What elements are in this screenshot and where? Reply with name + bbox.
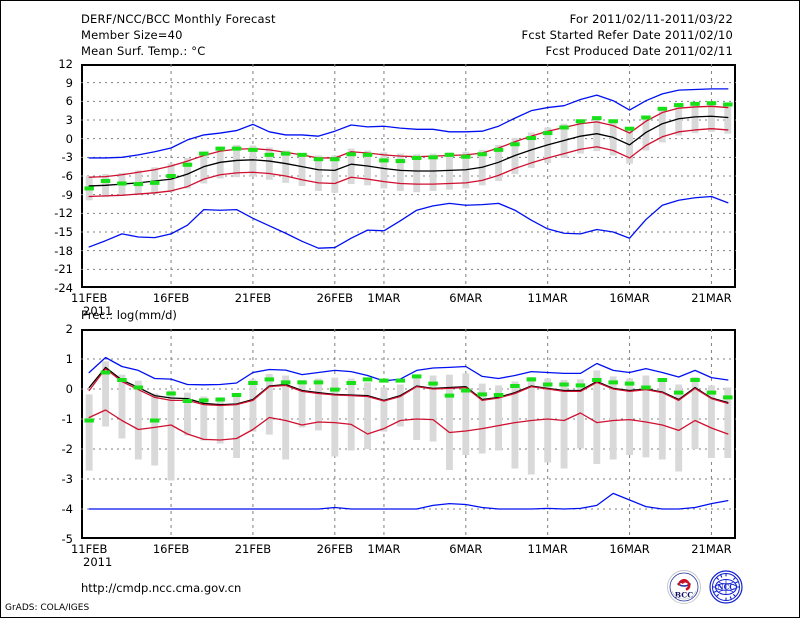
y-axis-tick-label: -3	[61, 472, 73, 486]
precipitation-plot	[81, 329, 736, 539]
y-axis-tick-label: -2	[61, 442, 73, 456]
y-axis-tick-label: 0	[65, 131, 73, 146]
temperature-y-axis: 12 9 6 3 0 -3 -6 -9 -12 -15 -18 -21 -24	[27, 57, 73, 295]
y-axis-tick-label: 0	[65, 382, 73, 396]
temperature-variable-label: Mean Surf. Temp.: °C	[81, 44, 206, 58]
y-axis-tick-label: -12	[54, 206, 73, 221]
forecast-range-label: For 2011/02/11-2011/03/22	[569, 12, 733, 26]
x-axis-tick-label: 11FEB	[70, 542, 108, 556]
y-axis-tick-label: 12	[58, 57, 73, 71]
y-axis-tick-label: -6	[61, 169, 73, 183]
logo-group: BCC NCC	[666, 569, 744, 605]
svg-text:BCC: BCC	[675, 591, 693, 600]
y-axis-tick-label: 1	[65, 352, 73, 366]
y-axis-tick-label: 6	[65, 94, 73, 109]
precipitation-variable-label: Prec.: log(mm/d)	[81, 308, 177, 322]
y-axis-tick-label: -15	[54, 225, 73, 239]
page-title: DERF/NCC/BCC Monthly Forecast	[81, 12, 276, 26]
precipitation-plot-canvas	[81, 329, 736, 539]
grads-credit-label: GrADS: COLA/IGES	[5, 603, 90, 613]
member-size-label: Member Size=40	[81, 28, 183, 42]
precipitation-x-axis: 11FEB 16FEB 21FEB 26FEB 1MAR 6MAR 11MAR 16MAR 21…	[71, 542, 736, 558]
x-axis-tick-label: 1MAR	[367, 542, 401, 556]
x-axis-tick-label: 16FEB	[152, 291, 190, 305]
bcc-logo: BCC	[667, 570, 701, 604]
x-axis-tick-label: 21FEB	[234, 291, 272, 305]
x-axis-tick-label: 6MAR	[449, 542, 483, 556]
y-axis-tick-label: 2	[65, 322, 73, 336]
y-axis-tick-label: -18	[54, 243, 73, 258]
x-axis-tick-label: 16FEB	[152, 542, 190, 556]
x-axis-tick-label: 11MAR	[527, 542, 568, 556]
x-axis-tick-label: 11FEB	[70, 291, 108, 305]
x-axis-tick-label: 6MAR	[449, 291, 483, 305]
x-axis-tick-label: 26FEB	[316, 291, 354, 305]
x-axis-tick-label: 16MAR	[609, 291, 650, 305]
y-axis-tick-label: 9	[65, 75, 73, 90]
precipitation-year-label: 2011	[83, 555, 113, 569]
y-axis-tick-label: -1	[61, 412, 73, 426]
x-axis-tick-label: 21MAR	[691, 542, 732, 556]
temperature-x-axis: 11FEB 16FEB 21FEB 26FEB 1MAR 6MAR 11MAR 16MAR 21…	[71, 291, 736, 307]
y-axis-tick-label: -5	[61, 532, 73, 546]
x-axis-tick-label: 16MAR	[609, 542, 650, 556]
y-axis-tick-label: -24	[54, 281, 73, 295]
source-url[interactable]: http://cmdp.ncc.cma.gov.cn	[81, 581, 242, 595]
x-axis-tick-label: 26FEB	[316, 542, 354, 556]
x-axis-tick-label: 11MAR	[527, 291, 568, 305]
ncc-logo: NCC	[709, 570, 743, 604]
precipitation-y-axis: 2 1 0 -1 -2 -3 -4 -5	[27, 322, 73, 546]
svg-text:NCC: NCC	[717, 582, 735, 591]
temperature-year-label: 2011	[83, 304, 113, 318]
temperature-plot-canvas	[81, 64, 736, 288]
x-axis-tick-label: 21MAR	[691, 291, 732, 305]
forecast-started-date-label: Fcst Started Refer Date 2011/02/10	[521, 28, 733, 42]
y-axis-tick-label: -21	[54, 262, 73, 277]
y-axis-tick-label: 3	[65, 113, 73, 127]
x-axis-tick-label: 21FEB	[234, 542, 272, 556]
y-axis-tick-label: -3	[61, 150, 73, 165]
y-axis-tick-label: -4	[61, 502, 73, 516]
temperature-plot	[81, 64, 736, 288]
forecast-produced-date-label: Fcst Produced Date 2011/02/11	[545, 44, 733, 58]
y-axis-tick-label: -9	[61, 187, 73, 202]
x-axis-tick-label: 1MAR	[367, 291, 401, 305]
